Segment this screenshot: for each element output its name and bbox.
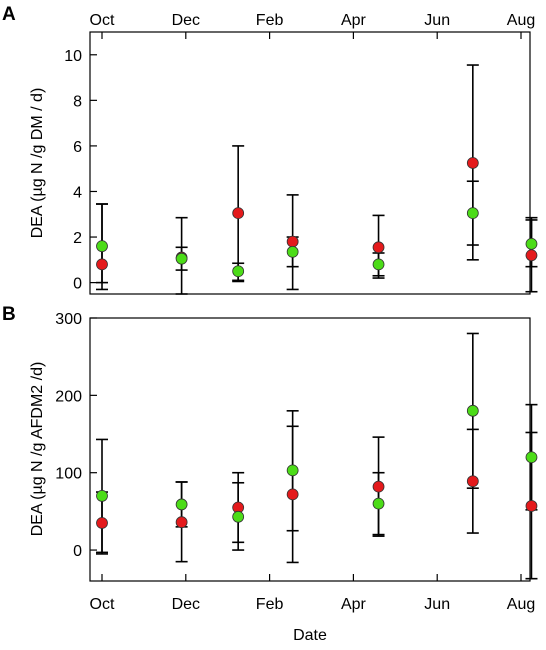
panel-b-y-tick-label: 200 [55, 388, 82, 405]
panel-a-x-tick-label: Feb [256, 12, 284, 29]
panel-b: B DEA (µg N /g AFDM2 /d) 0 100 200 300 Oct D… [2, 304, 538, 644]
panel-b-point-green [286, 464, 299, 477]
panel-b-x-tick-label: Aug [507, 596, 535, 613]
panel-b-data [96, 332, 538, 580]
panel-b-label: B [2, 304, 16, 325]
panel-a-point-green [466, 207, 479, 220]
panel-a-point-red [525, 249, 538, 262]
panel-a-data [96, 64, 538, 295]
panel-a-y-tick-label: 6 [73, 139, 82, 156]
panel-b-x-tick-label: Apr [341, 596, 367, 613]
panel-a-point-red [466, 157, 479, 169]
panel-b-y-axis-label: DEA (µg N /g AFDM2 /d) [29, 362, 46, 537]
panel-a-point-green [175, 252, 188, 265]
panel-a-x-tick-label: Dec [172, 12, 200, 29]
panel-b-point-green [175, 498, 188, 511]
panel-b-point-green [466, 404, 479, 417]
panel-b-x-tick-label: Dec [172, 596, 200, 613]
panel-a-y-axis: 0 2 4 6 8 10 [64, 48, 97, 293]
panel-b-y-axis: 0 100 200 300 [55, 311, 97, 560]
panel-b-x-axis: Oct Dec Feb Apr Jun Aug [90, 574, 535, 613]
panel-a-y-tick-label: 0 [73, 276, 82, 293]
panel-b-point-green [96, 490, 108, 502]
panel-a-point-red [372, 241, 385, 254]
panel-a-point-red [96, 258, 108, 271]
panel-a-point-red [232, 207, 245, 220]
panel-b-x-axis-label: Date [293, 627, 327, 644]
panel-a-point-green [372, 258, 385, 271]
panel-a-y-tick-label: 4 [73, 184, 82, 201]
panel-a-point-green [96, 240, 108, 253]
panel-b-x-tick-label: Feb [256, 596, 284, 613]
panel-b-x-tick-label: Jun [424, 596, 450, 613]
panel-a-plot-frame [89, 31, 531, 295]
panel-a-y-tick-label: 8 [73, 93, 82, 110]
panel-b-y-tick-label: 300 [55, 311, 82, 328]
panel-b-point-red [372, 480, 385, 493]
panel-b-x-tick-label: Oct [90, 596, 115, 613]
panel-b-plot-frame [89, 317, 531, 582]
panel-a-point-green [525, 237, 538, 250]
panel-a-y-tick-label: 10 [64, 48, 82, 65]
panel-a-y-tick-label: 2 [73, 230, 82, 247]
panel-a-point-green [232, 265, 245, 278]
panel-b-y-tick-label: 100 [55, 466, 82, 483]
panel-a-point-green [286, 245, 299, 258]
panel-b-point-green [372, 497, 385, 510]
panel-b-point-red [175, 516, 188, 529]
panel-a-x-tick-label: Jun [424, 12, 450, 29]
panel-a-label: A [2, 4, 16, 25]
panel-b-point-red [286, 488, 299, 501]
panel-a: A DEA (µg N /g DM / d) 0 2 4 6 8 10 Oct Dec Feb… [2, 4, 538, 295]
panel-a-y-axis-label: DEA (µg N /g DM / d) [29, 88, 46, 239]
panel-a-x-tick-label: Aug [507, 12, 535, 29]
panel-b-point-red [525, 500, 538, 512]
panel-b-point-green [232, 510, 245, 523]
panel-a-point-red [286, 235, 299, 248]
panel-a-x-tick-label: Apr [341, 12, 367, 29]
panel-b-point-red [96, 517, 108, 529]
panel-b-point-red [466, 475, 479, 488]
panel-b-y-tick-label: 0 [73, 543, 82, 560]
panel-a-x-tick-label: Oct [90, 12, 115, 29]
panel-a-x-axis: Oct Dec Feb Apr Jun Aug [90, 12, 535, 39]
panel-b-point-green [525, 451, 538, 464]
